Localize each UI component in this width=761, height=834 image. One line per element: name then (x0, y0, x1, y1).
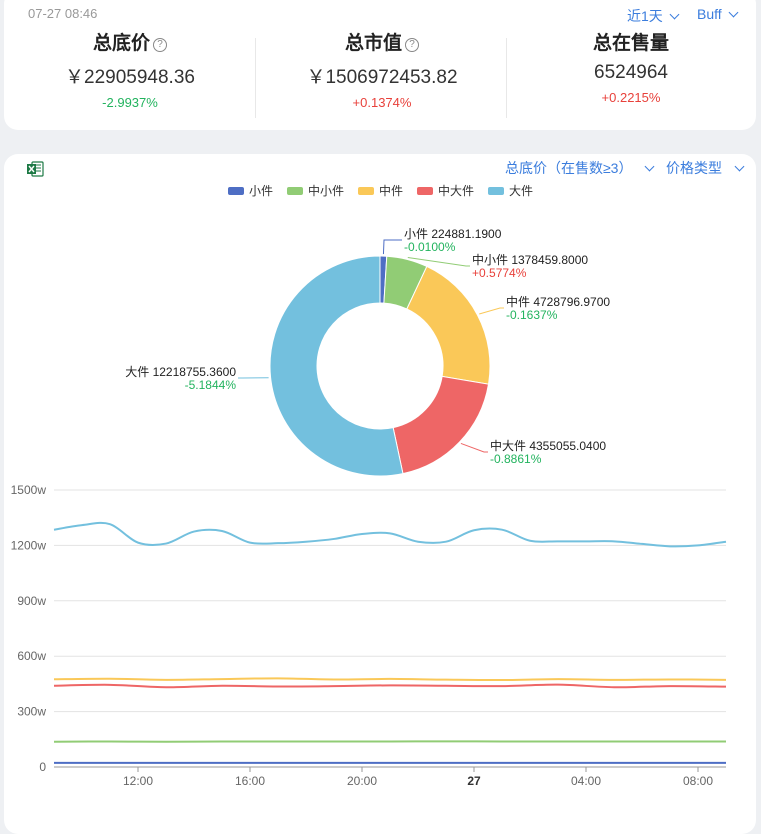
y-tick-label: 1200w (11, 538, 47, 552)
stat-label: 总市值 (345, 33, 402, 54)
slice-label: 大件 12218755.3600 (125, 365, 236, 379)
leader-line (383, 240, 402, 254)
period-dropdown[interactable]: 近1天 (627, 6, 678, 26)
legend-swatch (417, 187, 433, 195)
line-chart: 0 300w 600w 900w 1200w 1500w 12:00 16:00 20:00 27… (0, 480, 761, 815)
y-tick-label: 0 (39, 760, 46, 774)
stat-label: 总在售量 (506, 28, 756, 55)
series-line (54, 523, 726, 547)
y-tick-label: 900w (17, 594, 46, 608)
slice-change: -0.8861% (490, 452, 542, 466)
x-tick-label: 16:00 (235, 774, 265, 788)
slice-label: 中大件 4355055.0400 (490, 438, 606, 453)
legend-label: 中小件 (308, 184, 344, 198)
stat-label: 总底价 (93, 33, 150, 54)
slice-change: -5.1844% (185, 378, 237, 392)
chevron-down-icon (669, 10, 679, 20)
legend-label: 小件 (249, 184, 273, 198)
slice-label: 小件 224881.1900 (404, 227, 502, 241)
y-tick-label: 600w (17, 649, 46, 663)
slice-label: 中小件 1378459.8000 (472, 252, 588, 267)
legend-swatch (228, 187, 244, 195)
legend-swatch (287, 187, 303, 195)
stat-value: 6524964 (506, 62, 756, 84)
divider (255, 38, 256, 118)
legend-swatch (488, 187, 504, 195)
chart-legend: 小件 中小件 中件 中大件 大件 (0, 182, 761, 199)
stat-total-on-sale: 总在售量 6524964 +0.2215% (506, 28, 756, 105)
legend-item[interactable]: 大件 (488, 182, 533, 199)
help-icon[interactable]: ? (153, 38, 167, 52)
platform-dropdown[interactable]: Buff (697, 6, 737, 22)
legend-item[interactable]: 小件 (228, 182, 273, 199)
y-tick-label: 1500w (11, 483, 47, 497)
x-tick-label: 12:00 (123, 774, 153, 788)
excel-icon[interactable] (26, 160, 44, 178)
stat-total-market-value: 总市值? ￥1506972453.82 +0.1374% (257, 28, 507, 110)
timestamp: 07-27 08:46 (28, 6, 97, 21)
series-line (54, 685, 726, 688)
chevron-down-icon (735, 162, 745, 172)
legend-label: 大件 (509, 184, 533, 198)
slice-change: -0.0100% (404, 240, 456, 254)
chevron-down-icon (645, 162, 655, 172)
leader-line (479, 308, 504, 314)
x-tick-label: 27 (467, 774, 481, 788)
legend-label: 中件 (379, 184, 403, 198)
legend-swatch (358, 187, 374, 195)
stat-change: +0.1374% (257, 95, 507, 110)
donut-slice (393, 376, 488, 473)
y-tick-label: 300w (17, 705, 46, 719)
stat-value: ￥1506972453.82 (257, 62, 507, 89)
x-tick-label: 04:00 (571, 774, 601, 788)
series-line (54, 678, 726, 680)
stat-value: ￥22905948.36 (5, 62, 255, 89)
legend-item[interactable]: 中件 (358, 182, 403, 199)
stat-change: +0.2215% (506, 90, 756, 105)
leader-line (461, 443, 488, 452)
slice-change: -0.1637% (506, 308, 558, 322)
price-type-dropdown[interactable]: 价格类型 (666, 158, 743, 178)
legend-label: 中大件 (438, 184, 474, 198)
legend-item[interactable]: 中大件 (417, 182, 474, 199)
metric-dropdown[interactable]: 总底价（在售数≥3） (505, 158, 653, 178)
x-tick-label: 20:00 (347, 774, 377, 788)
chevron-down-icon (728, 8, 738, 18)
help-icon[interactable]: ? (405, 38, 419, 52)
stat-total-floor-price: 总底价? ￥22905948.36 -2.9937% (5, 28, 255, 110)
legend-item[interactable]: 中小件 (287, 182, 344, 199)
stat-change: -2.9937% (5, 95, 255, 110)
donut-chart: 小件 224881.1900-0.0100% 中小件 1378459.8000+0… (0, 200, 761, 485)
slice-change: +0.5774% (472, 266, 527, 280)
slice-label: 中件 4728796.9700 (506, 294, 610, 309)
x-tick-label: 08:00 (683, 774, 713, 788)
donut-slice (407, 266, 490, 384)
